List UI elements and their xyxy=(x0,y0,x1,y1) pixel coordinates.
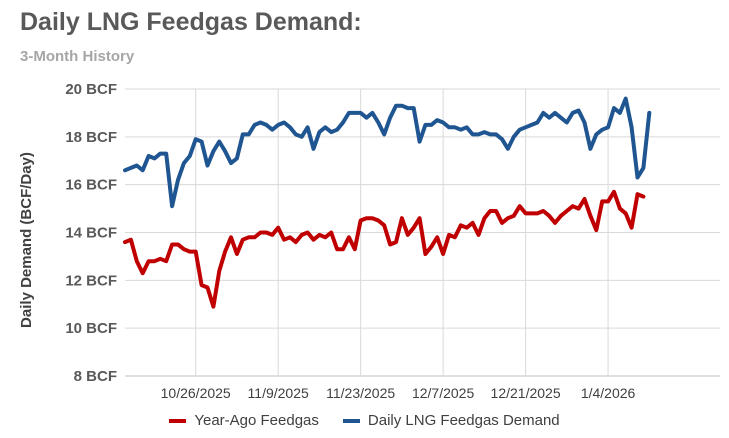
legend-item-year-ago: Year-Ago Feedgas xyxy=(169,412,319,429)
chart-subtitle: 3-Month History xyxy=(20,48,135,65)
y-tick-label: 14 BCF xyxy=(65,225,117,242)
y-axis-ticks: 8 BCF 10 BCF 12 BCF 14 BCF 16 BCF 18 BCF 20 BC… xyxy=(65,81,117,385)
legend-label-year-ago: Year-Ago Feedgas xyxy=(194,412,319,429)
series-line-current xyxy=(123,96,652,209)
legend-swatch-current xyxy=(342,418,360,423)
x-tick-label: 12/21/2025 xyxy=(491,385,561,401)
chart-legend: Year-Ago Feedgas Daily LNG Feedgas Deman… xyxy=(0,412,729,429)
y-tick-label: 16 BCF xyxy=(65,177,117,194)
y-tick-label: 8 BCF xyxy=(74,368,117,385)
x-tick-label: 12/7/2025 xyxy=(412,385,474,401)
y-tick-label: 10 BCF xyxy=(65,320,117,337)
y-axis-label: Daily Demand (BCF/Day) xyxy=(18,152,35,328)
legend-label-current: Daily LNG Feedgas Demand xyxy=(367,412,560,429)
y-tick-label: 20 BCF xyxy=(65,81,117,98)
x-tick-label: 11/9/2025 xyxy=(248,385,309,401)
series-lines xyxy=(123,96,652,309)
y-tick-label: 18 BCF xyxy=(65,129,117,146)
legend-item-current: Daily LNG Feedgas Demand xyxy=(342,412,560,429)
chart-title: Daily LNG Feedgas Demand: xyxy=(20,8,362,36)
x-axis-ticks: 10/26/2025 11/9/2025 11/23/2025 12/7/2025 12… xyxy=(161,385,636,401)
legend-swatch-year-ago xyxy=(169,418,187,423)
series-line-year-ago xyxy=(123,189,646,309)
line-chart: 8 BCF 10 BCF 12 BCF 14 BCF 16 BCF 18 BCF 20 BC… xyxy=(18,81,720,401)
y-tick-label: 12 BCF xyxy=(65,272,117,289)
x-tick-label: 1/4/2026 xyxy=(581,385,636,401)
x-tick-label: 10/26/2025 xyxy=(161,385,231,401)
x-tick-label: 11/23/2025 xyxy=(326,385,395,401)
